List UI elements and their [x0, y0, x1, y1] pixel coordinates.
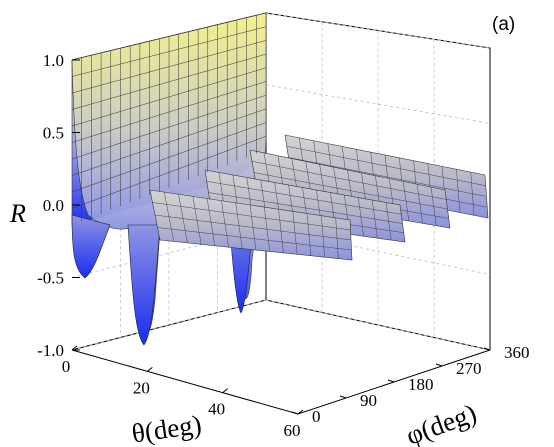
grid-line: [265, 84, 491, 124]
mesh-line: [157, 227, 352, 251]
y-tick-label: 180: [408, 375, 434, 394]
mesh-line: [71, 122, 267, 193]
x-tick: [297, 409, 304, 415]
mesh-line: [253, 172, 448, 210]
x-tick-label: 40: [208, 400, 225, 419]
y-tick-label: 270: [456, 359, 482, 378]
surface-well-2: [127, 224, 161, 346]
surface-ridge: [149, 189, 353, 261]
y-tick: [291, 411, 299, 415]
mesh-line: [71, 67, 267, 127]
mesh-line: [71, 136, 267, 209]
y-axis-label: φ(deg): [402, 398, 480, 447]
mesh-line: [71, 53, 267, 110]
grid-line: [265, 12, 491, 49]
surface: [71, 12, 489, 346]
x-tick-label: 60: [284, 421, 301, 440]
x-axis-ticks: 0 20 40 60: [62, 345, 304, 440]
mesh-line: [206, 181, 402, 215]
x-tick-label: 0: [62, 357, 71, 376]
y-tick-label: 0: [312, 407, 321, 426]
mesh-line: [154, 214, 352, 241]
mesh-line: [71, 94, 267, 160]
mesh-line: [288, 157, 487, 197]
z-tick-label: 0.0: [43, 196, 64, 215]
z-axis-label: R: [9, 199, 26, 228]
panel-label: (a): [492, 14, 515, 35]
y-tick: [387, 379, 395, 383]
mesh-line: [251, 161, 447, 200]
z-tick-label: -0.5: [37, 269, 64, 288]
z-axis-ticks: 1.0 0.5 0.0 -0.5 -1.0: [37, 51, 80, 360]
z-tick-label: 0.5: [43, 124, 64, 143]
mesh-line: [208, 192, 403, 224]
z-tick-label: -1.0: [37, 341, 64, 360]
mesh-line: [286, 146, 486, 186]
y-tick: [435, 363, 443, 367]
mesh-line: [71, 26, 267, 77]
mesh-line: [152, 202, 351, 231]
y-axis-ticks: 0 90 180 270 360: [291, 343, 530, 426]
mesh-line: [71, 81, 267, 143]
y-tick: [483, 347, 491, 351]
y-tick: [339, 395, 347, 399]
x-tick: [71, 345, 78, 351]
y-tick-label: 90: [360, 391, 377, 410]
y-tick-label: 360: [504, 343, 530, 362]
x-tick: [222, 388, 228, 394]
mesh-line: [71, 108, 267, 176]
surface-well-1: [71, 214, 111, 279]
x-axis-label: θ(deg): [130, 409, 203, 447]
mesh-line: [71, 40, 267, 94]
x-tick-label: 20: [133, 378, 150, 397]
z-tick-label: 1.0: [43, 51, 64, 70]
x-tick: [147, 366, 153, 372]
